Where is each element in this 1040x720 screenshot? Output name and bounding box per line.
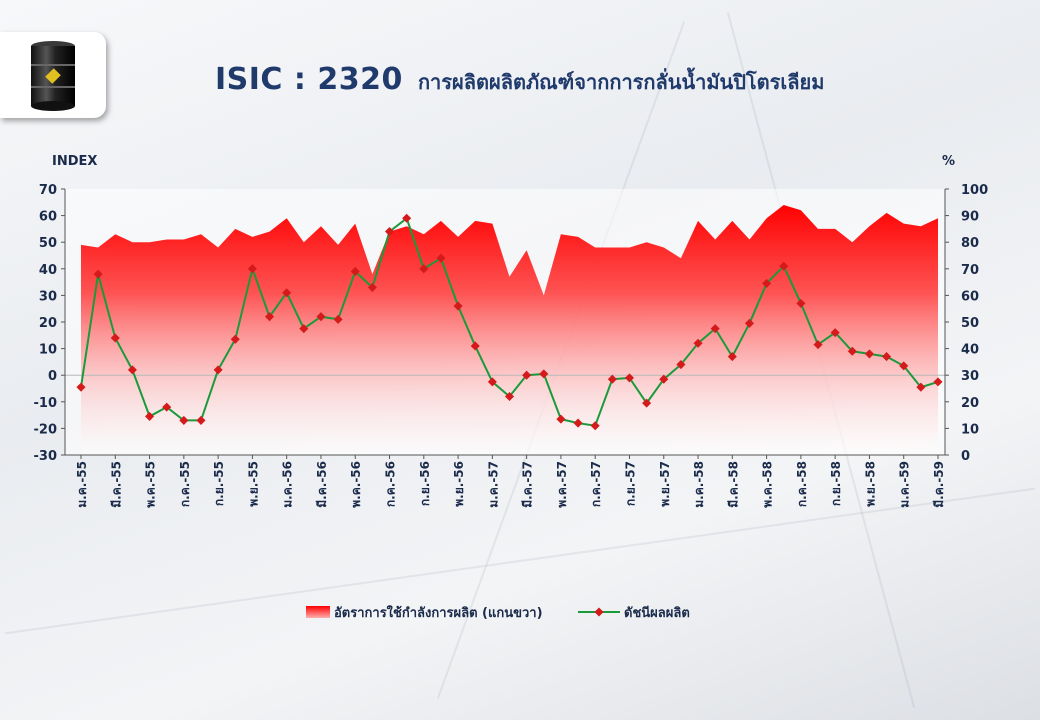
left-axis-label: INDEX [52, 154, 97, 169]
x-tick-label: มี.ค.-56 [315, 461, 329, 508]
index-point [556, 414, 566, 424]
index-point [179, 415, 189, 425]
x-tick-label: ม.ค.-57 [486, 461, 500, 508]
left-tick-label: 50 [39, 236, 57, 251]
index-point [230, 334, 240, 344]
oil-barrel-icon [31, 41, 75, 111]
x-tick-label: ม.ค.-59 [898, 461, 912, 508]
legend-marker-index [594, 607, 604, 617]
index-point [436, 253, 446, 263]
x-tick-label: ก.ย.-55 [212, 461, 226, 506]
x-tick-label: มี.ค.-59 [932, 461, 946, 508]
left-tick-label: 20 [39, 316, 57, 331]
x-tick-label: พ.ค.-55 [144, 461, 158, 508]
index-point [813, 340, 823, 350]
index-point [710, 324, 720, 334]
title-code: ISIC : 2320 [215, 62, 403, 97]
right-tick-label: 80 [961, 236, 979, 251]
left-tick-label: 40 [39, 263, 57, 278]
index-point [744, 318, 754, 328]
x-tick-label: พ.ย.-57 [658, 461, 672, 507]
index-point [727, 352, 737, 362]
right-tick-label: 10 [961, 422, 979, 437]
legend-swatch-capacity [306, 606, 330, 618]
x-tick-label: ม.ค.-55 [75, 461, 89, 508]
index-point [624, 373, 635, 383]
left-tick-label: 10 [39, 343, 57, 358]
right-tick-label: 60 [961, 289, 979, 304]
x-tick-label: ก.ย.-56 [418, 461, 432, 506]
legend: อัตราการใช้กำลังการผลิต (แกนขวา) ดัชนีผลผ… [306, 604, 690, 621]
right-tick-label: 70 [961, 263, 979, 278]
right-tick-label: 100 [961, 183, 988, 198]
left-tick-label: 0 [48, 369, 57, 384]
x-tick-label: มี.ค.-58 [726, 461, 740, 508]
index-point [127, 365, 137, 375]
x-tick-label: มี.ค.-55 [109, 461, 123, 508]
right-tick-label: 0 [961, 449, 970, 464]
index-point [145, 411, 155, 421]
right-tick-label: 20 [961, 396, 979, 411]
x-tick-label: พ.ค.-56 [349, 461, 363, 508]
index-point [213, 365, 223, 375]
x-tick-label: พ.ค.-57 [555, 461, 569, 508]
left-tick-label: -30 [34, 449, 58, 464]
right-tick-label: 90 [961, 210, 979, 225]
index-point [882, 352, 892, 362]
left-tick-label: -20 [34, 422, 58, 437]
index-point [693, 338, 703, 348]
index-point [539, 369, 549, 379]
chart-title: ISIC : 2320 การผลิตผลิตภัณฑ์จากการกลั่นน… [215, 62, 824, 102]
index-point [830, 328, 840, 338]
x-tick-label: ก.ค.-56 [384, 461, 398, 507]
left-tick-label: 60 [39, 210, 57, 225]
x-tick-label: พ.ย.-55 [246, 461, 260, 507]
x-tick-label: พ.ค.-58 [761, 461, 775, 508]
x-tick-label: มี.ค.-57 [521, 461, 535, 508]
x-tick-label: พ.ย.-58 [863, 461, 877, 507]
x-tick-label: ก.ย.-58 [829, 461, 843, 506]
x-tick-label: พ.ย.-56 [452, 461, 466, 507]
legend-label-capacity: อัตราการใช้กำลังการผลิต (แกนขวา) [334, 604, 543, 621]
capacity-area-layer [81, 205, 938, 455]
index-point [162, 402, 172, 412]
index-point [573, 418, 583, 428]
index-point [93, 269, 103, 279]
x-tick-label: ก.ค.-57 [589, 461, 603, 507]
logo-card [0, 32, 106, 118]
left-tick-label: 70 [39, 183, 57, 198]
x-tick-label: ก.ค.-55 [178, 461, 192, 507]
x-tick-label: ก.ค.-58 [795, 461, 809, 507]
right-tick-label: 40 [961, 343, 979, 358]
right-tick-label: 50 [961, 316, 979, 331]
right-tick-label: 30 [961, 369, 979, 384]
capacity-area [81, 205, 938, 455]
x-tick-label: ก.ย.-57 [623, 461, 637, 506]
index-point [590, 421, 600, 431]
index-point [762, 278, 772, 288]
x-tick-label: ม.ค.-56 [281, 461, 295, 508]
index-point [110, 333, 120, 343]
legend-label-index: ดัชนีผลผลิต [624, 605, 690, 621]
right-axis-label: % [942, 154, 955, 169]
index-point [247, 264, 257, 274]
title-name: การผลิตผลิตภัณฑ์จากการกลั่นน้ำมันปิโตรเล… [417, 70, 825, 94]
left-tick-label: 30 [39, 289, 57, 304]
left-tick-label: -10 [34, 396, 58, 411]
axes-layer: 706050403020100-10-20-301009080706050403… [34, 154, 989, 508]
x-tick-label: ม.ค.-58 [692, 461, 706, 508]
index-markers-layer [76, 213, 943, 431]
index-point [384, 227, 395, 237]
index-point [196, 415, 206, 425]
index-point [899, 361, 909, 371]
